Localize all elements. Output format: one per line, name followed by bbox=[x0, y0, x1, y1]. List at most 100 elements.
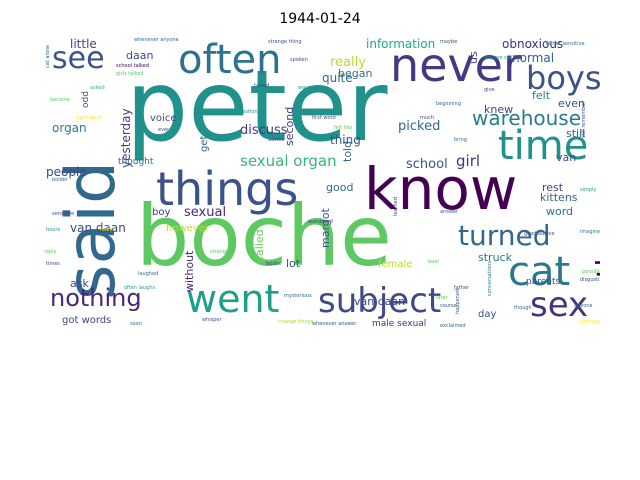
word: discuss bbox=[240, 123, 288, 138]
word: wanted bbox=[298, 85, 317, 91]
word: whenever anyone bbox=[134, 37, 179, 43]
word: peter bbox=[126, 50, 388, 164]
word: nothing bbox=[50, 284, 142, 312]
word: reply bbox=[44, 249, 57, 255]
word: knew bbox=[484, 103, 514, 116]
word: parents bbox=[526, 277, 561, 287]
word: boy bbox=[152, 207, 171, 218]
word: subject bbox=[318, 281, 442, 321]
word: learned bbox=[393, 197, 399, 216]
word: books bbox=[266, 261, 281, 267]
word: good bbox=[326, 181, 354, 194]
word: still bbox=[566, 127, 586, 140]
word: found bbox=[100, 227, 115, 233]
word: see bbox=[52, 41, 105, 76]
word: felt like bbox=[334, 125, 353, 131]
word: time bbox=[498, 123, 589, 169]
word: ask bbox=[70, 277, 89, 290]
word: van daan bbox=[354, 295, 406, 308]
word: word bbox=[546, 205, 574, 218]
word: normal bbox=[512, 51, 555, 65]
word: get bbox=[199, 135, 210, 152]
word: bring bbox=[454, 137, 467, 143]
word: thing bbox=[330, 133, 361, 147]
word: disgusting bbox=[580, 277, 600, 283]
word: thoroughly bbox=[580, 319, 600, 325]
word: sex bbox=[530, 285, 589, 325]
word: male sexual bbox=[372, 319, 427, 329]
word: girl bbox=[456, 152, 481, 170]
word: good advice bbox=[524, 231, 555, 237]
word: whisper bbox=[202, 317, 222, 323]
word: without bbox=[183, 250, 196, 292]
word: often laughs bbox=[124, 285, 156, 291]
word: strange thing bbox=[268, 39, 302, 45]
word: later bbox=[436, 295, 448, 301]
word: bolder bbox=[52, 177, 68, 183]
word: even bbox=[558, 97, 586, 110]
word: things bbox=[156, 162, 299, 216]
word: really bbox=[330, 55, 366, 70]
word: conversations bbox=[487, 261, 493, 296]
word: cat alone bbox=[45, 44, 51, 68]
word: odd bbox=[81, 91, 91, 108]
word: happened bbox=[455, 288, 461, 314]
word: mysterious bbox=[284, 293, 312, 299]
word: warehouse bbox=[472, 106, 582, 130]
word: voice bbox=[150, 113, 177, 124]
word: girls talked bbox=[116, 71, 144, 77]
word: kittens bbox=[540, 191, 578, 204]
word: course bbox=[440, 303, 457, 309]
word: change things bbox=[278, 319, 314, 325]
word: become bbox=[50, 97, 71, 103]
word: sensitive bbox=[52, 211, 75, 217]
word: day bbox=[478, 309, 497, 320]
word: never bbox=[390, 38, 522, 92]
word: spoken bbox=[290, 57, 308, 63]
word: margot bbox=[319, 208, 332, 248]
word: went bbox=[186, 277, 280, 321]
word: obnoxious bbox=[502, 37, 564, 51]
word: information bbox=[366, 37, 436, 51]
word: answer bbox=[440, 209, 459, 215]
word-cloud: peter boche know said things never time … bbox=[40, 34, 600, 330]
word: strange bbox=[210, 249, 230, 255]
word: told bbox=[341, 140, 354, 162]
word: second bbox=[283, 106, 296, 146]
word: little bbox=[70, 37, 97, 51]
word: first word bbox=[312, 115, 336, 121]
word: advice bbox=[268, 137, 285, 143]
word: boche bbox=[136, 187, 392, 285]
word: still remember bbox=[581, 101, 587, 138]
word: soon bbox=[130, 321, 142, 327]
word: thought bbox=[118, 157, 154, 167]
word: daan bbox=[126, 49, 154, 62]
word: cat bbox=[508, 249, 571, 295]
word: van daan bbox=[70, 221, 126, 235]
word: organ bbox=[52, 121, 87, 135]
word: though bbox=[514, 305, 532, 311]
word: quite bbox=[322, 71, 353, 85]
word: talked bbox=[254, 83, 270, 89]
word: however bbox=[166, 223, 209, 234]
word: either sensitive bbox=[546, 41, 585, 47]
word: people bbox=[46, 165, 87, 179]
word: called bbox=[253, 229, 266, 262]
word: asked bbox=[90, 85, 105, 91]
word: sexual bbox=[184, 205, 227, 220]
word: picked bbox=[398, 119, 441, 134]
word: hours bbox=[46, 227, 61, 233]
word: school bbox=[406, 157, 448, 172]
word: know bbox=[364, 155, 518, 223]
word: right word bbox=[76, 115, 102, 121]
word: much bbox=[420, 115, 434, 121]
word: wondered bbox=[308, 219, 333, 225]
word: us bbox=[467, 51, 480, 64]
word: father bbox=[454, 285, 470, 291]
word: give bbox=[484, 87, 495, 93]
word: felt bbox=[532, 89, 551, 102]
word: anyone bbox=[574, 303, 593, 309]
word: maybe bbox=[440, 39, 458, 45]
word: simply bbox=[580, 187, 597, 193]
word: bear bbox=[428, 259, 440, 265]
